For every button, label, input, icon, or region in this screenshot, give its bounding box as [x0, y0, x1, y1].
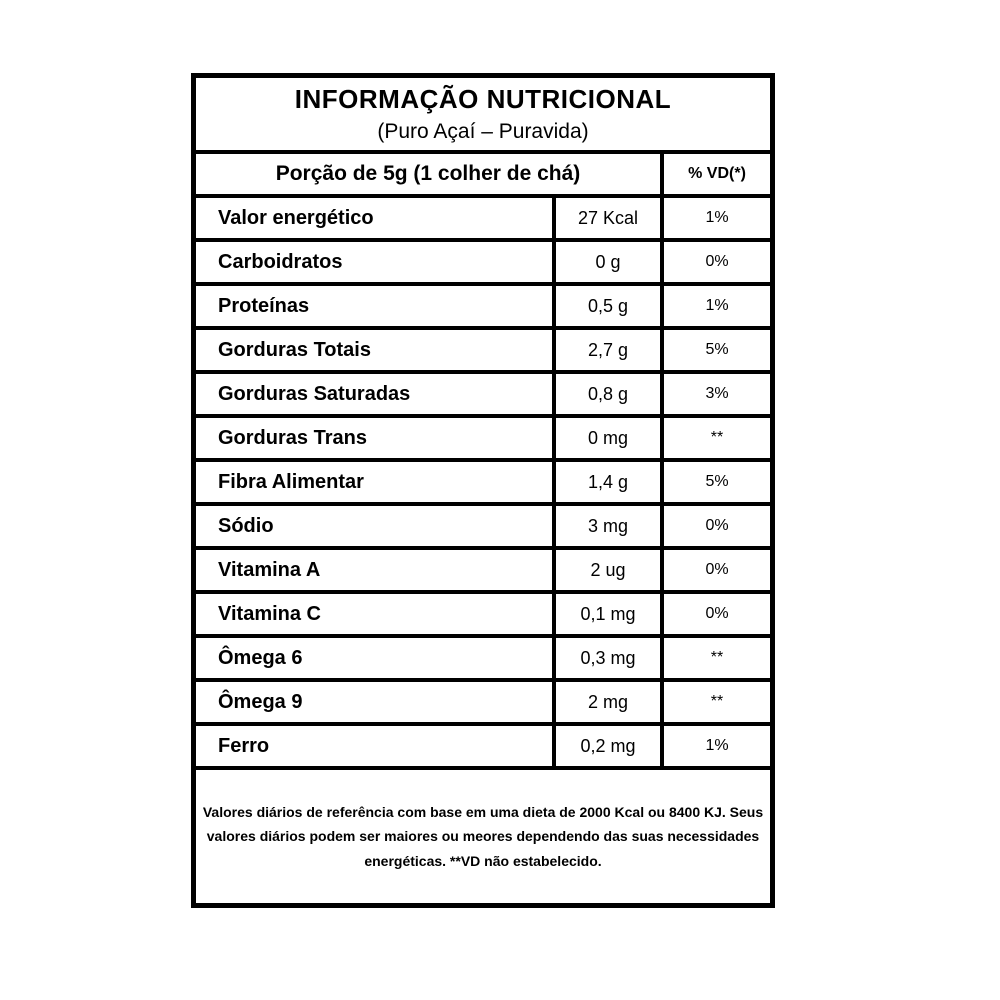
- nutrient-amount: 2,7 g: [552, 330, 660, 370]
- nutrient-daily-value: 5%: [660, 462, 770, 502]
- nutrient-rows: Valor energético 27 Kcal 1% Carboidratos…: [196, 198, 770, 770]
- nutrient-name: Carboidratos: [218, 250, 343, 273]
- nutrient-row: Gorduras Saturadas 0,8 g 3%: [196, 374, 770, 418]
- nutrient-row: Fibra Alimentar 1,4 g 5%: [196, 462, 770, 506]
- nutrient-row: Ômega 9 2 mg **: [196, 682, 770, 726]
- nutrient-daily-value: **: [660, 682, 770, 722]
- nutrient-row: Sódio 3 mg 0%: [196, 506, 770, 550]
- nutrient-name: Sódio: [218, 514, 274, 537]
- nutrient-name: Ômega 9: [218, 690, 303, 713]
- nutrient-name: Proteínas: [218, 294, 310, 317]
- label-title: INFORMAÇÃO NUTRICIONAL: [294, 84, 672, 114]
- nutrient-name: Vitamina C: [218, 602, 321, 625]
- nutrient-daily-value: 1%: [660, 726, 770, 766]
- nutrient-name: Gorduras Saturadas: [218, 382, 411, 405]
- nutrient-row: Gorduras Totais 2,7 g 5%: [196, 330, 770, 374]
- nutrient-row: Proteínas 0,5 g 1%: [196, 286, 770, 330]
- nutrient-amount: 2 mg: [552, 682, 660, 722]
- nutrient-daily-value: 0%: [660, 550, 770, 590]
- label-title-block: INFORMAÇÃO NUTRICIONAL (Puro Açaí – Pura…: [196, 78, 770, 154]
- nutrient-daily-value: 0%: [660, 242, 770, 282]
- nutrient-daily-value: 0%: [660, 506, 770, 546]
- nutrient-name: Ômega 6: [218, 646, 303, 669]
- nutrient-daily-value: 3%: [660, 374, 770, 414]
- nutrient-row: Ômega 6 0,3 mg **: [196, 638, 770, 682]
- table-header-row: Porção de 5g (1 colher de chá) % VD(*): [196, 154, 770, 198]
- nutrient-amount: 3 mg: [552, 506, 660, 546]
- nutrition-facts-label: INFORMAÇÃO NUTRICIONAL (Puro Açaí – Pura…: [191, 73, 775, 908]
- nutrient-amount: 0 g: [552, 242, 660, 282]
- nutrient-amount: 0,3 mg: [552, 638, 660, 678]
- nutrient-amount: 0,8 g: [552, 374, 660, 414]
- footnote: Valores diários de referência com base e…: [202, 803, 764, 869]
- nutrient-name: Valor energético: [218, 206, 374, 229]
- nutrient-name: Ferro: [218, 734, 270, 757]
- nutrient-row: Vitamina A 2 ug 0%: [196, 550, 770, 594]
- nutrient-name: Gorduras Totais: [218, 338, 371, 361]
- nutrient-row: Ferro 0,2 mg 1%: [196, 726, 770, 770]
- nutrient-daily-value: **: [660, 418, 770, 458]
- label-subtitle: (Puro Açaí – Puravida): [377, 120, 589, 143]
- nutrient-row: Vitamina C 0,1 mg 0%: [196, 594, 770, 638]
- nutrient-amount: 0,1 mg: [552, 594, 660, 634]
- nutrient-amount: 2 ug: [552, 550, 660, 590]
- nutrient-name: Gorduras Trans: [218, 426, 367, 449]
- nutrient-daily-value: 1%: [660, 198, 770, 238]
- nutrient-row: Gorduras Trans 0 mg **: [196, 418, 770, 462]
- daily-value-header: % VD(*): [660, 154, 770, 194]
- nutrient-daily-value: 1%: [660, 286, 770, 326]
- nutrient-amount: 0,2 mg: [552, 726, 660, 766]
- nutrient-name: Vitamina A: [218, 558, 321, 581]
- nutrient-name: Fibra Alimentar: [218, 470, 364, 493]
- nutrient-amount: 0,5 g: [552, 286, 660, 326]
- portion-header: Porção de 5g (1 colher de chá): [275, 162, 581, 185]
- nutrient-amount: 27 Kcal: [552, 198, 660, 238]
- nutrient-daily-value: 0%: [660, 594, 770, 634]
- nutrient-daily-value: 5%: [660, 330, 770, 370]
- nutrient-amount: 1,4 g: [552, 462, 660, 502]
- nutrient-amount: 0 mg: [552, 418, 660, 458]
- nutrient-daily-value: **: [660, 638, 770, 678]
- nutrient-row: Carboidratos 0 g 0%: [196, 242, 770, 286]
- nutrient-row: Valor energético 27 Kcal 1%: [196, 198, 770, 242]
